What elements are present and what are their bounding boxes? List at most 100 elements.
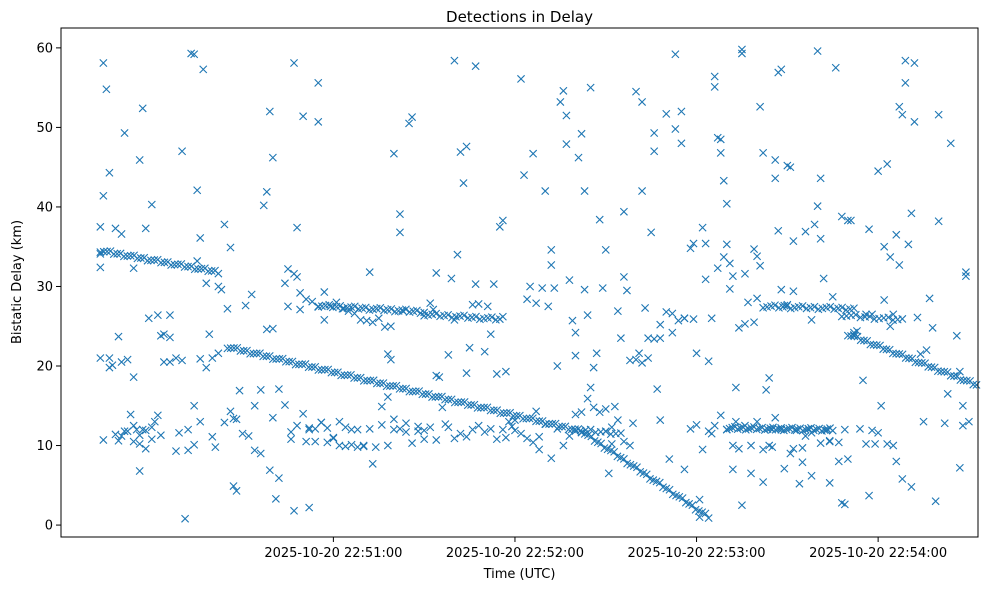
detection-marker (871, 439, 880, 448)
detection-marker (931, 497, 940, 506)
detection-marker (173, 260, 182, 269)
detection-marker (801, 425, 810, 434)
detection-marker (99, 59, 108, 67)
detection-marker (604, 469, 613, 478)
detection-marker (363, 376, 372, 385)
detection-marker (141, 224, 150, 233)
detection-marker (450, 434, 459, 443)
detection-marker (311, 437, 320, 446)
detection-marker (428, 393, 437, 402)
detection-marker (347, 425, 356, 434)
detection-marker (265, 107, 274, 116)
detection-marker (362, 316, 371, 325)
y-tick-label: 50 (36, 121, 53, 136)
detection-marker (157, 258, 166, 267)
detection-marker (964, 417, 973, 426)
detection-marker (884, 313, 893, 322)
detection-marker (412, 306, 421, 315)
detection-marker (638, 187, 647, 196)
detection-marker (275, 354, 284, 363)
detection-marker (704, 357, 713, 366)
detection-marker (545, 419, 554, 428)
detection-marker (395, 384, 404, 393)
detection-marker (489, 406, 498, 415)
detection-marker (747, 441, 756, 450)
detection-marker (256, 449, 265, 458)
detection-marker (831, 63, 840, 72)
detection-marker (387, 305, 396, 313)
detection-marker (526, 282, 535, 291)
detection-marker (337, 371, 346, 380)
detection-marker (595, 408, 604, 417)
detection-marker (613, 307, 622, 316)
detection-marker (398, 384, 407, 393)
detection-marker (635, 349, 644, 358)
detection-marker (580, 285, 589, 294)
detection-marker (435, 373, 444, 382)
detection-marker (111, 430, 120, 439)
detection-marker (232, 415, 241, 424)
detection-marker (495, 222, 504, 231)
detection-marker (728, 465, 737, 474)
detection-marker (159, 358, 168, 367)
detection-marker (304, 363, 313, 372)
detection-marker (153, 411, 162, 420)
detection-marker (701, 509, 710, 518)
detection-marker (510, 416, 519, 425)
detection-marker (229, 414, 238, 423)
detection-marker (244, 432, 253, 440)
detection-marker (268, 153, 277, 162)
detection-marker (226, 243, 235, 252)
detection-marker (123, 252, 132, 261)
detection-marker (96, 263, 105, 272)
detection-marker (377, 420, 386, 429)
detection-marker (886, 322, 895, 331)
detection-marker (236, 346, 245, 355)
detection-marker (432, 435, 441, 444)
detection-marker (389, 415, 398, 424)
detection-marker (193, 186, 202, 195)
detection-marker (589, 403, 598, 412)
detection-marker (386, 355, 395, 364)
detection-marker (677, 139, 686, 148)
markers-layer (96, 45, 981, 523)
detection-marker (907, 209, 916, 218)
detection-marker (522, 414, 531, 423)
detection-marker (165, 311, 174, 320)
detection-marker (165, 358, 174, 367)
detection-marker (777, 65, 786, 74)
detection-marker (153, 311, 162, 320)
detection-marker (474, 421, 483, 430)
detection-marker (574, 153, 583, 162)
detection-marker (638, 358, 647, 367)
detection-marker (880, 296, 889, 304)
detection-marker (779, 426, 788, 435)
detection-marker (698, 445, 707, 454)
detection-marker (178, 356, 187, 365)
detection-marker (408, 387, 417, 396)
detection-marker (359, 376, 368, 385)
detection-marker (826, 302, 835, 311)
detection-marker (268, 413, 277, 422)
detection-marker (196, 233, 205, 242)
detection-marker (919, 417, 928, 426)
detection-marker (632, 355, 641, 364)
detection-marker (888, 349, 897, 358)
detection-marker (577, 129, 586, 138)
detection-marker (571, 328, 580, 337)
detection-marker (828, 426, 837, 435)
detection-marker (780, 301, 789, 310)
detection-marker (502, 408, 511, 417)
detection-marker (722, 425, 731, 434)
detection-marker (512, 411, 521, 420)
detection-marker (405, 119, 414, 128)
plot-frame (60, 27, 979, 538)
detection-marker (695, 513, 704, 522)
detection-marker (825, 437, 834, 446)
detection-marker (252, 349, 261, 358)
detection-marker (822, 426, 831, 435)
detection-marker (619, 437, 628, 446)
detection-marker (607, 423, 616, 432)
detection-marker (535, 445, 544, 454)
